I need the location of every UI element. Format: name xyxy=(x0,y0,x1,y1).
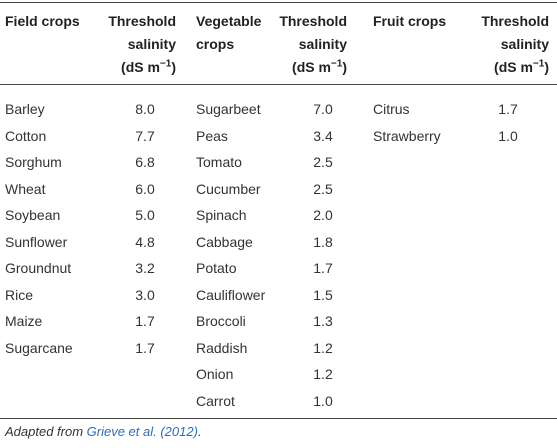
crop-name: Sugarbeet xyxy=(196,101,261,117)
crop-name: Peas xyxy=(196,127,228,144)
salinity-value: 1.3 xyxy=(313,313,333,329)
unit-header: (dS m−1) xyxy=(86,56,176,79)
crop-name: Rice xyxy=(5,286,34,303)
salinity-value: 2.5 xyxy=(313,180,333,197)
salinity-value: 1.7 xyxy=(135,313,155,329)
crop-name: Barley xyxy=(5,101,45,117)
citation-link[interactable]: Grieve et al. (2012) xyxy=(86,424,198,439)
top-rule xyxy=(0,2,557,3)
crop-name: Strawberry xyxy=(373,127,441,144)
crop-name: Wheat xyxy=(5,180,46,197)
salinity-value: 1.2 xyxy=(313,366,333,382)
salinity-value: 3.4 xyxy=(313,127,333,144)
crop-name: Cotton xyxy=(5,127,47,144)
salinity-value: 1.7 xyxy=(135,339,155,356)
unit-exponent: −1 xyxy=(532,58,545,70)
salinity-value: 8.0 xyxy=(135,101,155,117)
crop-name: Citrus xyxy=(373,101,410,117)
unit-exponent: −1 xyxy=(159,58,172,70)
unit-text: ) xyxy=(171,59,176,75)
salinity-value: 1.2 xyxy=(313,339,333,356)
salinity-value: 2.5 xyxy=(313,154,333,170)
crop-name: Groundnut xyxy=(5,260,72,276)
salinity-value: 1.8 xyxy=(313,233,333,250)
salinity-header: Threshold salinity xyxy=(279,13,347,52)
bottom-rule xyxy=(0,418,557,419)
crop-name: Carrot xyxy=(196,392,235,409)
salinity-header: Threshold salinity xyxy=(481,13,549,52)
footnote-end: . xyxy=(197,424,202,439)
salinity-value: 6.0 xyxy=(135,180,155,197)
crop-name: Onion xyxy=(196,366,234,382)
crop-name: Tomato xyxy=(196,154,242,170)
salinity-header: Threshold salinity xyxy=(108,13,176,52)
crop-header: Vegetable crops xyxy=(196,13,262,52)
salinity-value: 3.2 xyxy=(135,260,155,276)
crop-name: Broccoli xyxy=(196,313,246,329)
unit-exponent: −1 xyxy=(330,58,343,70)
unit-text: (dS m xyxy=(292,59,331,75)
crop-name: Maize xyxy=(5,313,43,329)
unit-header: (dS m−1) xyxy=(257,56,347,79)
salinity-value: 6.8 xyxy=(135,154,155,170)
salinity-value: 5.0 xyxy=(135,207,155,223)
crop-header: Fruit crops xyxy=(373,13,447,29)
salinity-value: 2.0 xyxy=(313,207,333,223)
salinity-value: 4.8 xyxy=(135,233,155,250)
unit-text: (dS m xyxy=(494,59,533,75)
crop-name: Cabbage xyxy=(196,233,253,250)
crop-header: Field crops xyxy=(5,13,80,29)
footnote-text: Adapted from xyxy=(5,424,87,439)
crop-name: Sunflower xyxy=(5,233,68,250)
crop-name: Cauliflower xyxy=(196,286,266,303)
crop-name: Soybean xyxy=(5,207,61,223)
unit-text: (dS m xyxy=(121,59,160,75)
salinity-value: 7.0 xyxy=(313,101,333,117)
salinity-value: 1.0 xyxy=(313,392,333,409)
unit-text: ) xyxy=(342,59,347,75)
crop-name: Sorghum xyxy=(5,154,62,170)
crop-name: Sugarcane xyxy=(5,339,73,356)
unit-header: (dS m−1) xyxy=(459,56,549,79)
salinity-value: 1.7 xyxy=(498,101,518,117)
footnote: Adapted from Grieve et al. (2012). xyxy=(5,424,202,439)
salinity-value: 3.0 xyxy=(135,286,155,303)
crop-name: Potato xyxy=(196,260,237,276)
crop-name: Spinach xyxy=(196,207,247,223)
salinity-value: 7.7 xyxy=(135,127,155,144)
salinity-value: 1.0 xyxy=(498,127,518,144)
crop-name: Cucumber xyxy=(196,180,261,197)
salinity-value: 1.5 xyxy=(313,286,333,303)
header-rule xyxy=(0,84,557,85)
crop-name: Raddish xyxy=(196,339,248,356)
salinity-value: 1.7 xyxy=(313,260,333,276)
unit-text: ) xyxy=(544,59,549,75)
